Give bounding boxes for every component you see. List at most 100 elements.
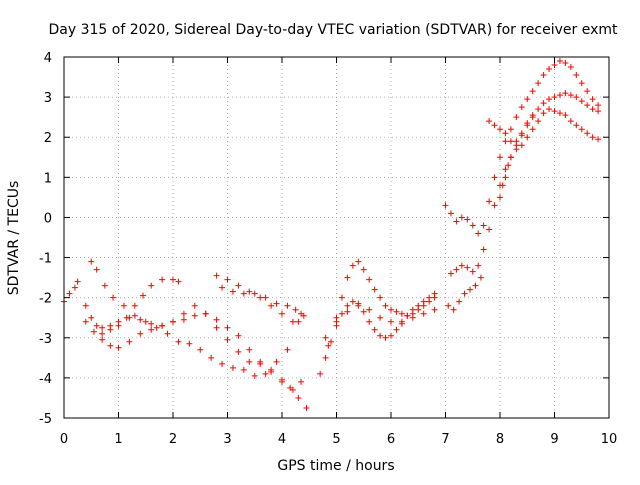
data-point xyxy=(453,218,460,225)
data-point xyxy=(99,336,106,343)
data-point xyxy=(279,310,285,317)
data-point xyxy=(513,146,520,153)
data-point xyxy=(458,262,465,269)
data-point xyxy=(344,274,351,281)
data-point xyxy=(240,290,247,297)
data-point xyxy=(556,58,563,65)
data-point xyxy=(507,154,514,161)
grid xyxy=(63,56,610,419)
data-point xyxy=(295,394,302,401)
data-point xyxy=(458,214,465,221)
series-0 xyxy=(61,278,310,411)
data-point xyxy=(447,270,454,277)
series-11 xyxy=(445,106,602,313)
data-point xyxy=(213,316,220,323)
data-point xyxy=(298,378,305,385)
x-tick-label: 1 xyxy=(114,432,122,447)
data-point xyxy=(584,130,591,137)
data-point xyxy=(284,346,291,353)
data-point xyxy=(486,118,493,125)
x-tick-label: 4 xyxy=(278,432,286,447)
data-point xyxy=(524,96,531,103)
data-point xyxy=(355,258,362,265)
data-point xyxy=(388,332,394,339)
data-point xyxy=(467,286,474,293)
data-point xyxy=(251,372,258,379)
y-tick-label: -5 xyxy=(39,412,52,427)
data-point xyxy=(584,88,591,95)
x-tick-label: 7 xyxy=(441,432,449,447)
data-point xyxy=(219,360,226,367)
data-point xyxy=(556,92,563,99)
data-point xyxy=(246,288,253,295)
y-axis-label: SDTVAR / TECUs xyxy=(6,181,22,296)
data-point xyxy=(262,294,269,301)
series-10 xyxy=(447,90,602,277)
chart-title: Day 315 of 2020, Sidereal Day-to-day VTE… xyxy=(49,22,619,38)
series-8 xyxy=(322,302,438,341)
data-point xyxy=(589,106,596,113)
data-point xyxy=(148,320,155,327)
data-point xyxy=(518,130,525,137)
x-tick-labels: 0 1 2 3 4 5 6 7 8 9 10 xyxy=(60,432,617,447)
data-point xyxy=(328,338,335,345)
y-tick-labels: -5 -4 -3 -2 -1 0 1 2 3 4 xyxy=(39,51,52,427)
data-point xyxy=(551,108,558,115)
data-point xyxy=(284,302,291,309)
data-point xyxy=(303,404,310,411)
data-point xyxy=(491,122,498,129)
data-point xyxy=(229,288,236,295)
data-point xyxy=(82,318,89,325)
data-point xyxy=(551,94,558,101)
series-5 xyxy=(219,284,305,317)
y-tick-label: 1 xyxy=(44,171,52,186)
data-point xyxy=(349,262,356,269)
data-point xyxy=(502,166,509,173)
data-point xyxy=(257,360,264,367)
data-point xyxy=(518,142,525,149)
series-3 xyxy=(99,276,182,337)
data-point xyxy=(562,90,569,97)
data-point xyxy=(382,302,389,309)
data-point xyxy=(235,348,242,355)
data-point xyxy=(101,282,108,289)
data-point xyxy=(475,230,482,237)
data-point xyxy=(360,308,367,315)
data-point xyxy=(371,326,378,333)
data-point xyxy=(431,294,438,301)
data-point xyxy=(499,182,506,189)
data-point xyxy=(82,302,89,309)
data-point xyxy=(289,318,296,325)
data-point xyxy=(88,314,95,321)
data-point xyxy=(502,130,509,137)
data-point xyxy=(333,318,340,325)
data-point xyxy=(431,306,438,313)
data-point xyxy=(66,290,73,297)
data-point xyxy=(573,94,580,101)
data-point xyxy=(137,330,144,337)
series-12 xyxy=(497,114,536,201)
data-point xyxy=(475,262,482,269)
data-point xyxy=(142,318,149,325)
data-point xyxy=(507,126,514,133)
data-point xyxy=(546,106,553,113)
x-tick-label: 6 xyxy=(387,432,395,447)
data-point xyxy=(175,338,182,345)
y-tick-label: 2 xyxy=(44,131,52,146)
data-point xyxy=(450,306,457,313)
data-point xyxy=(502,138,509,145)
data-point xyxy=(513,114,520,121)
data-point xyxy=(289,386,296,393)
data-point xyxy=(180,310,187,317)
data-point xyxy=(477,274,484,281)
data-point xyxy=(409,314,416,321)
data-points xyxy=(61,58,602,411)
data-point xyxy=(589,96,596,103)
y-tick-label: -4 xyxy=(39,372,52,387)
data-point xyxy=(497,194,503,201)
data-point xyxy=(148,282,155,289)
data-point xyxy=(567,118,574,125)
data-point xyxy=(578,98,585,105)
data-point xyxy=(404,312,411,319)
